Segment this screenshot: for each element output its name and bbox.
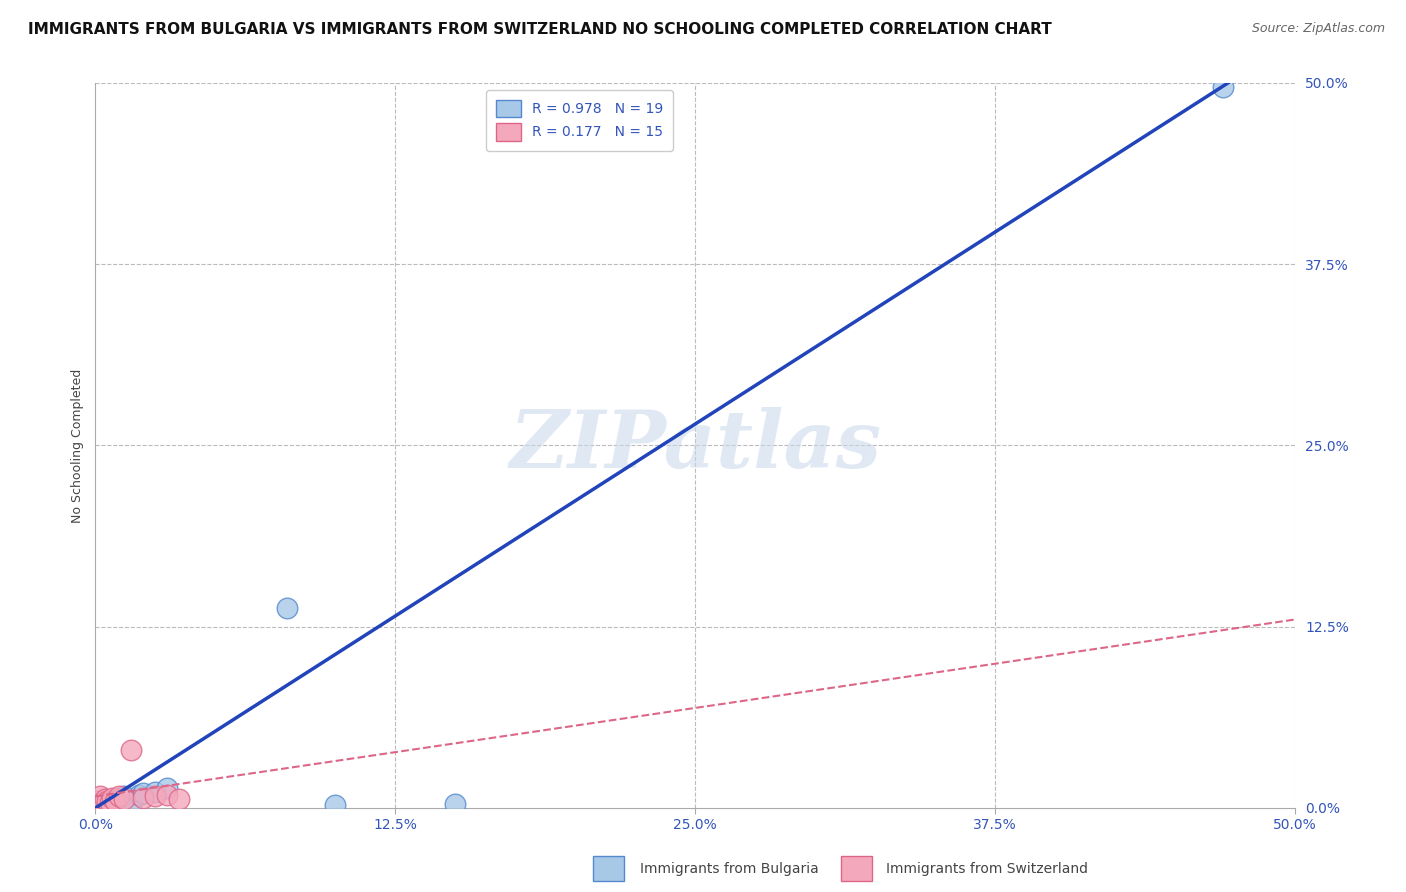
Point <box>87 794 110 808</box>
Point <box>132 787 155 801</box>
Point <box>156 780 179 795</box>
Point <box>94 797 117 811</box>
Point <box>143 789 166 804</box>
Point <box>276 600 298 615</box>
Point <box>96 797 118 811</box>
Point <box>143 785 166 799</box>
Point <box>89 799 111 814</box>
Point <box>91 798 114 813</box>
Y-axis label: No Schooling Completed: No Schooling Completed <box>72 368 84 523</box>
Point <box>156 788 179 802</box>
Legend: R = 0.978   N = 19, R = 0.177   N = 15: R = 0.978 N = 19, R = 0.177 N = 15 <box>486 90 673 151</box>
Point <box>108 789 131 804</box>
Point <box>94 792 117 806</box>
Point <box>101 790 124 805</box>
Text: ZIPatlas: ZIPatlas <box>509 407 882 484</box>
Point <box>112 789 135 804</box>
Point <box>132 790 155 805</box>
Point <box>128 788 150 802</box>
Point <box>105 792 128 806</box>
Point <box>169 792 191 806</box>
Point <box>96 794 118 808</box>
Point <box>101 794 124 808</box>
Point <box>98 795 121 809</box>
Point <box>112 792 135 806</box>
Text: IMMIGRANTS FROM BULGARIA VS IMMIGRANTS FROM SWITZERLAND NO SCHOOLING COMPLETED C: IMMIGRANTS FROM BULGARIA VS IMMIGRANTS F… <box>28 22 1052 37</box>
Point <box>120 743 142 757</box>
Point <box>103 794 125 808</box>
Point <box>98 795 121 809</box>
Text: Immigrants from Switzerland: Immigrants from Switzerland <box>886 862 1088 876</box>
Point <box>108 790 131 805</box>
Point <box>323 798 346 813</box>
Point <box>103 794 125 808</box>
Text: Source: ZipAtlas.com: Source: ZipAtlas.com <box>1251 22 1385 36</box>
Point <box>1212 80 1234 95</box>
Text: Immigrants from Bulgaria: Immigrants from Bulgaria <box>640 862 818 876</box>
Point <box>89 789 111 804</box>
Point <box>91 795 114 809</box>
Point <box>444 797 467 811</box>
Point <box>120 798 142 813</box>
